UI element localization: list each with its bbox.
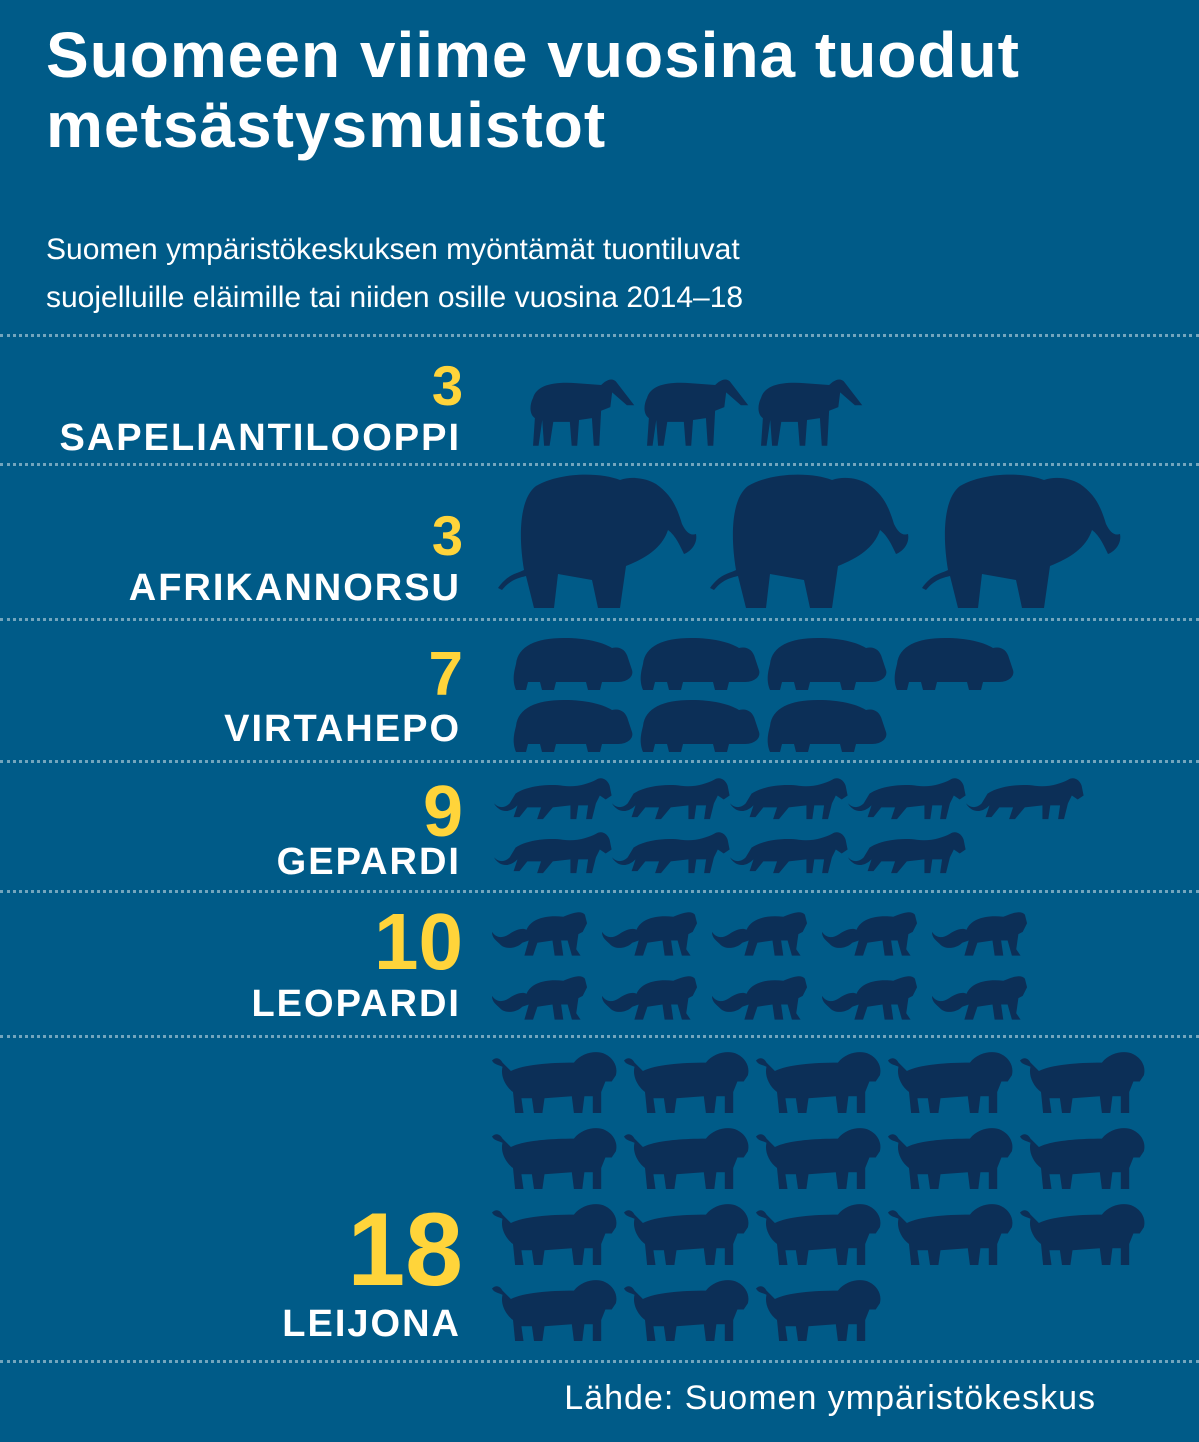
hippo-icon: [767, 700, 887, 752]
antelope-icon: [644, 379, 749, 446]
chart-title: Suomeen viime vuosina tuodut metsästysmu…: [46, 20, 1176, 160]
lion-icon: [492, 1204, 617, 1265]
leopard-icon: [932, 976, 1028, 1020]
source-note: Lähde: Suomen ympäristökeskus: [564, 1379, 1096, 1417]
lion-icon: [624, 1128, 749, 1189]
subtitle-line-1: Suomen ympäristökeskuksen myöntämät tuon…: [46, 233, 740, 266]
lion-icon: [756, 1052, 881, 1113]
title-line-1: Suomeen viime vuosina tuodut: [46, 19, 1020, 91]
lion-icon: [1020, 1128, 1145, 1189]
count-afrikannorsu: 3: [431, 504, 463, 567]
elephant-icon: [710, 474, 909, 608]
title-line-2: metsästysmuistot: [46, 89, 607, 161]
row-separator: [0, 890, 1199, 893]
lion-icon: [888, 1128, 1013, 1189]
leopard-icon: [712, 912, 808, 956]
row-separator: [0, 463, 1199, 466]
row-separator: [0, 760, 1199, 763]
leopard-icon: [492, 912, 588, 956]
lion-icon: [624, 1204, 749, 1265]
lion-icon: [1020, 1204, 1145, 1265]
lion-icon: [492, 1128, 617, 1189]
lion-icon: [1020, 1052, 1145, 1113]
label-leopardi: LEOPARDI: [251, 983, 461, 1025]
leopard-icon: [602, 912, 698, 956]
label-afrikannorsu: AFRIKANNORSU: [128, 567, 461, 609]
row-separator: [0, 1035, 1199, 1038]
leopard-icon: [822, 976, 918, 1020]
antelope-icon: [530, 379, 635, 446]
hippo-icon: [767, 638, 887, 690]
lion-icon: [756, 1280, 881, 1341]
count-leopardi: 10: [374, 897, 463, 986]
subtitle-line-2: suojelluille eläimille tai niiden osille…: [46, 281, 744, 314]
row-separator: [0, 334, 1199, 337]
lion-icon: [624, 1280, 749, 1341]
leopard-icon: [602, 976, 698, 1020]
lion-icon: [888, 1052, 1013, 1113]
row-separator: [0, 1360, 1199, 1363]
row-separator: [0, 618, 1199, 621]
elephant-icon: [922, 474, 1121, 608]
hippo-icon: [640, 638, 760, 690]
hippo-icon: [640, 700, 760, 752]
hippo-icon: [513, 700, 633, 752]
label-leijona: LEIJONA: [282, 1303, 461, 1345]
count-virtahepo: 7: [428, 640, 463, 709]
leopard-icon: [492, 976, 588, 1020]
leopard-icon: [712, 976, 808, 1020]
leopard-icon: [932, 912, 1028, 956]
cheetah-icon: [848, 778, 966, 820]
cheetah-icon: [494, 778, 612, 820]
lion-icon: [888, 1204, 1013, 1265]
chart-subtitle: Suomen ympäristökeskuksen myöntämät tuon…: [46, 226, 1146, 322]
lion-icon: [624, 1052, 749, 1113]
lion-icon: [756, 1128, 881, 1189]
leopard-icon: [822, 912, 918, 956]
cheetah-icon: [730, 832, 848, 874]
count-sapeliantilooppi: 3: [431, 354, 463, 417]
hippo-icon: [894, 638, 1014, 690]
lion-icon: [492, 1052, 617, 1113]
label-gepardi: GEPARDI: [276, 841, 461, 883]
lion-icon: [492, 1280, 617, 1341]
cheetah-icon: [612, 778, 730, 820]
cheetah-icon: [966, 778, 1084, 820]
antelope-icon: [758, 379, 863, 446]
cheetah-icon: [848, 832, 966, 874]
label-sapeliantilooppi: SAPELIANTILOOPPI: [59, 417, 461, 459]
lion-icon: [756, 1204, 881, 1265]
cheetah-icon: [612, 832, 730, 874]
label-virtahepo: VIRTAHEPO: [224, 708, 461, 750]
elephant-icon: [498, 474, 697, 608]
cheetah-icon: [494, 832, 612, 874]
cheetah-icon: [730, 778, 848, 820]
count-leijona: 18: [347, 1192, 463, 1308]
hippo-icon: [513, 638, 633, 690]
count-gepardi: 9: [422, 772, 463, 852]
